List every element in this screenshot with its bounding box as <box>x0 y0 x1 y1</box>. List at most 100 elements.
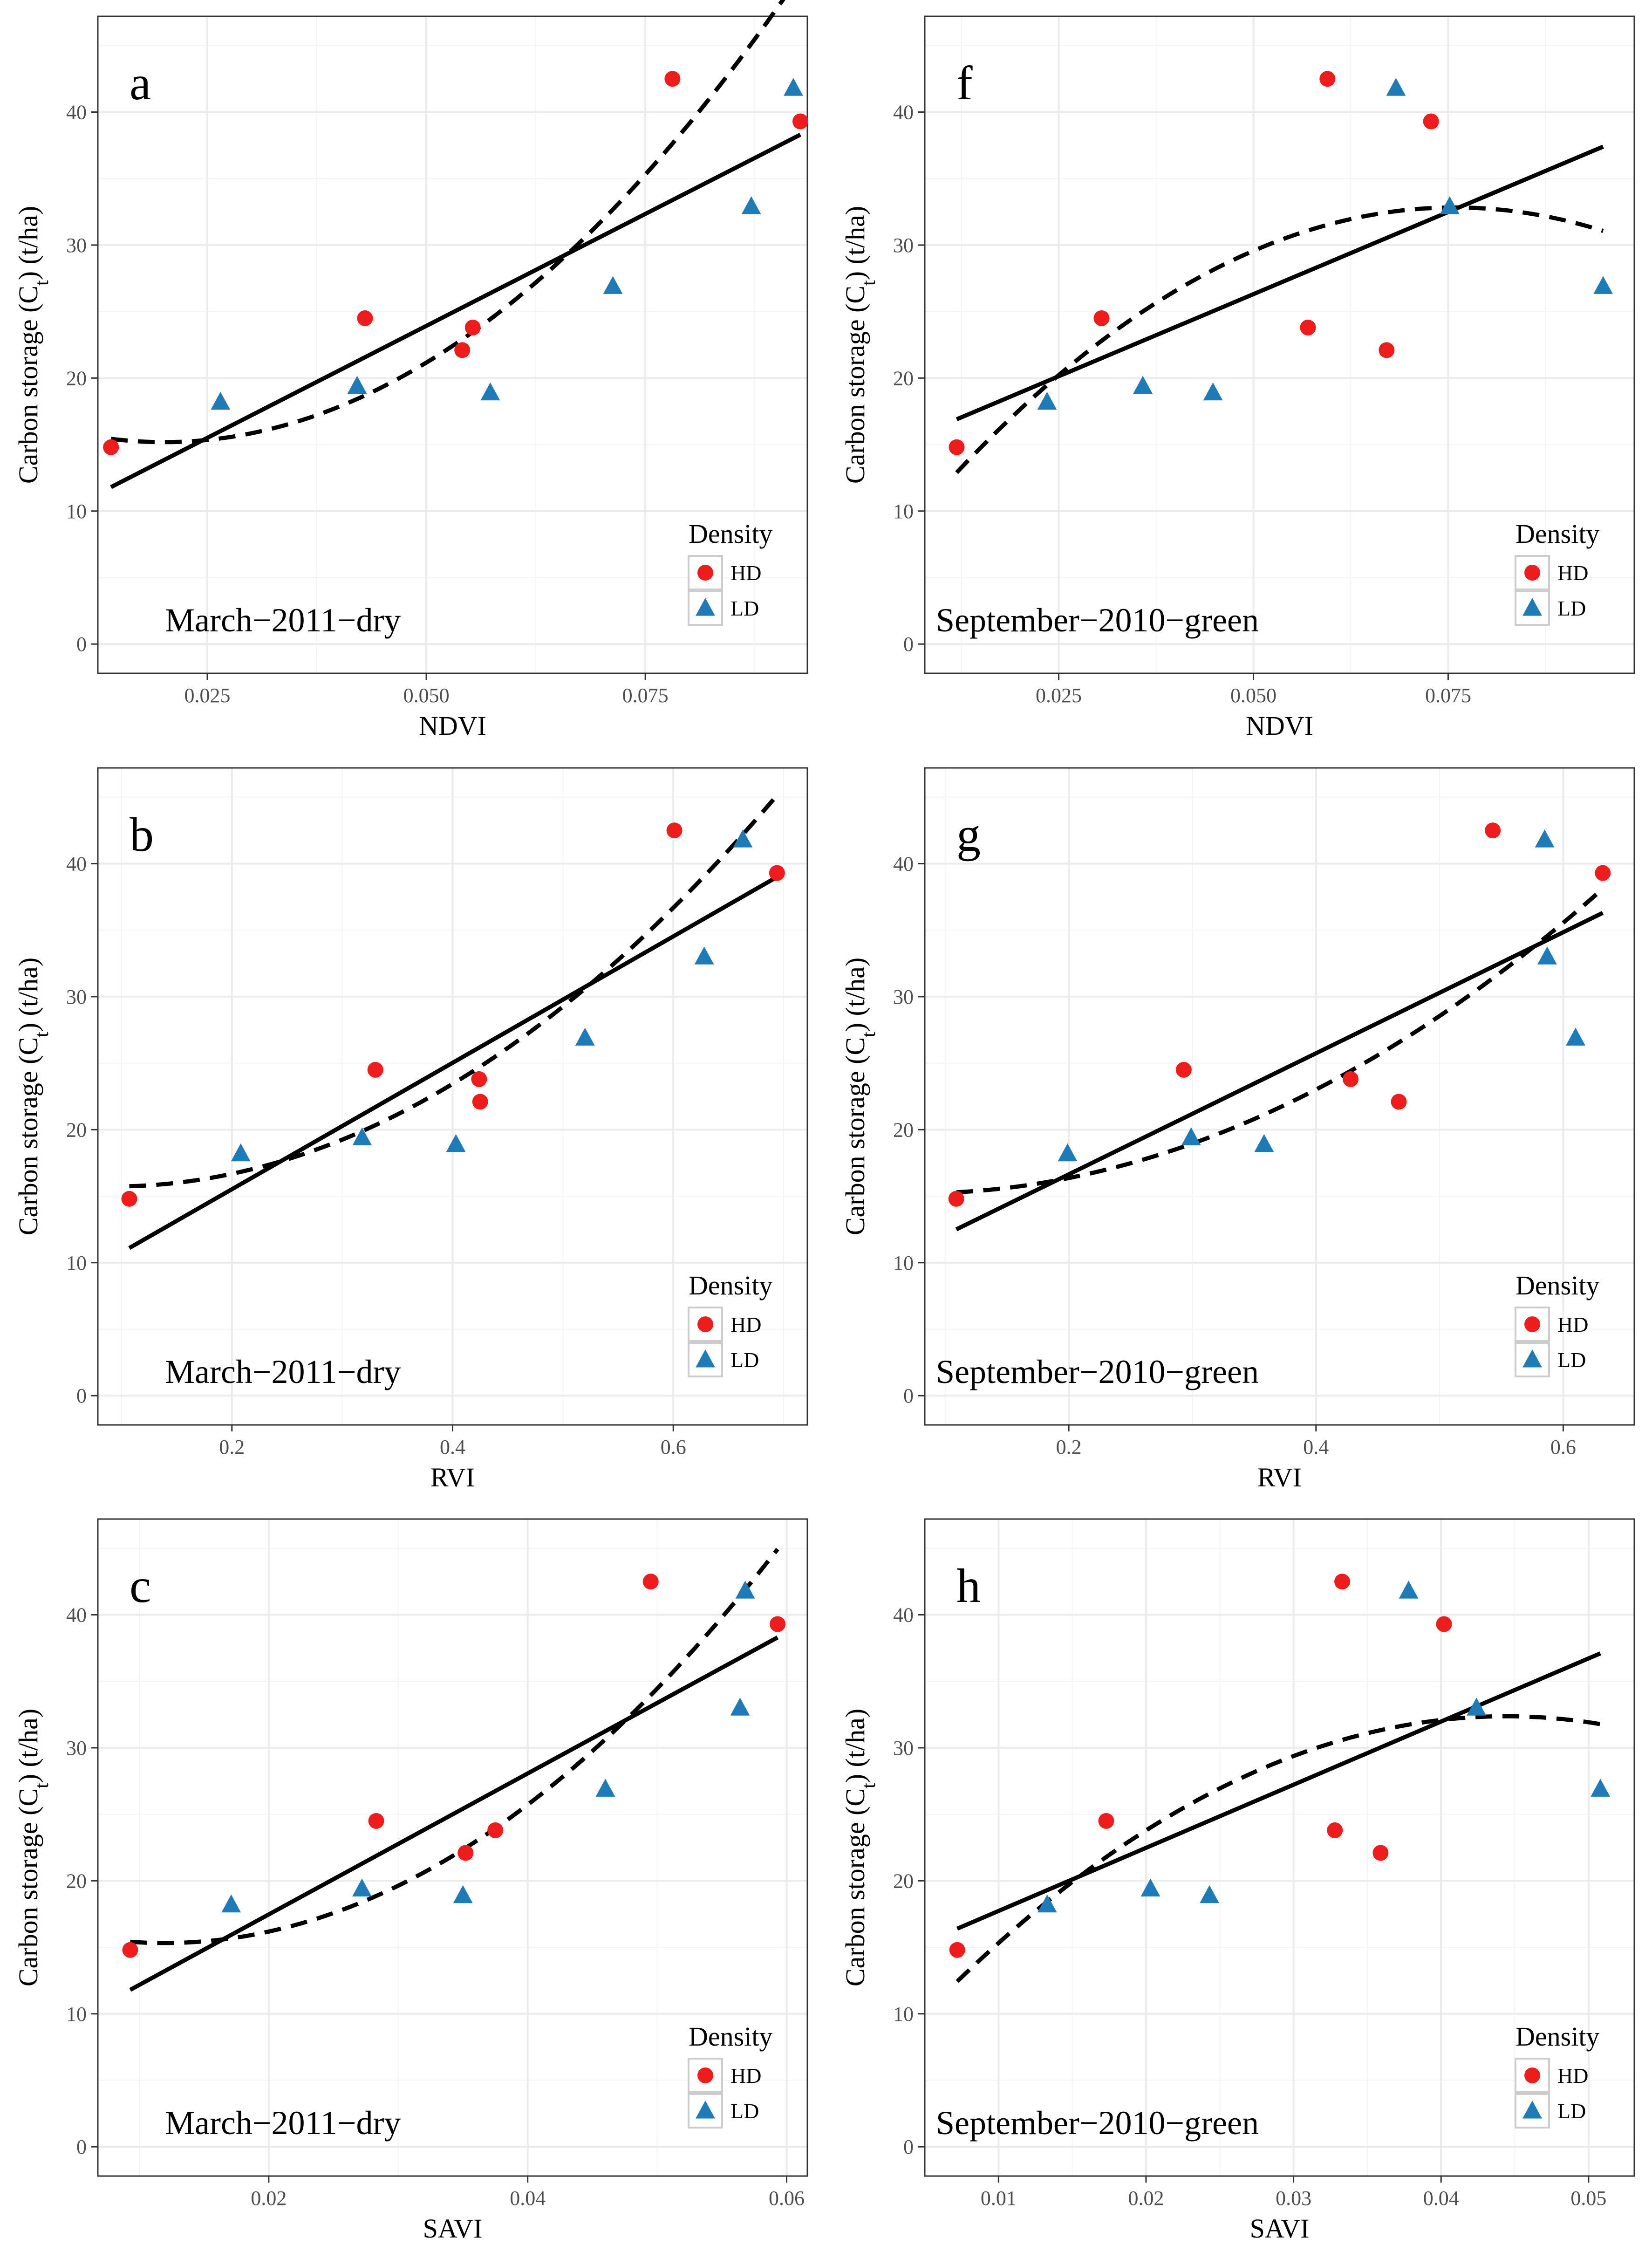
point-ld <box>347 376 367 394</box>
point-ld <box>1181 1127 1201 1145</box>
point-hd <box>487 1822 504 1838</box>
point-ld <box>446 1134 466 1152</box>
legend-title: Density <box>1515 2021 1599 2052</box>
x-axis-title: SAVI <box>1250 2213 1310 2244</box>
season-annotation: September−2010−green <box>936 602 1259 639</box>
y-axis-title: Carbon storage (Ct) (t/ha) <box>13 1709 53 1986</box>
point-hd <box>103 439 119 455</box>
point-hd <box>464 319 481 335</box>
y-tick-label: 40 <box>893 853 914 876</box>
point-ld <box>231 1143 251 1162</box>
x-tick-label: 0.02 <box>1128 2187 1164 2210</box>
legend-key-ld <box>688 2093 723 2129</box>
point-ld <box>1254 1134 1274 1152</box>
polynomial-fit-line <box>129 794 779 1189</box>
y-tick-label: 0 <box>76 2136 87 2158</box>
y-tick-label: 40 <box>66 1604 87 1627</box>
x-tick-label: 0.05 <box>1570 2187 1606 2210</box>
point-ld <box>1467 1698 1487 1716</box>
y-axis-title-subscript: t <box>858 1783 880 1788</box>
season-annotation: March−2011−dry <box>165 1353 401 1390</box>
y-axis-title-end: ) (t/ha) <box>840 206 870 280</box>
linear-fit-line <box>955 911 1604 1232</box>
legend-circle-icon <box>1524 1316 1540 1332</box>
x-tick-label: 0.075 <box>622 684 669 707</box>
y-tick-label: 30 <box>66 234 87 257</box>
legend-label-hd: HD <box>1557 2064 1588 2088</box>
point-ld <box>1140 1878 1160 1896</box>
y-axis-title-main: Carbon storage (C <box>13 286 43 484</box>
y-tick-label: 10 <box>893 1252 914 1274</box>
legend: Density HD LD <box>1515 519 1599 626</box>
y-tick-label: 10 <box>893 500 914 523</box>
season-annotation: September−2010−green <box>936 2104 1259 2142</box>
point-hd <box>1319 71 1336 87</box>
linear-fit-line <box>110 133 802 489</box>
y-tick-label: 30 <box>893 234 914 257</box>
x-tick-label: 0.2 <box>1056 1436 1082 1458</box>
y-axis-title-main: Carbon storage (C <box>840 1037 870 1235</box>
legend-triangle-icon <box>696 1349 715 1368</box>
point-hd <box>121 1191 137 1207</box>
legend: Density HD LD <box>1515 2021 1599 2129</box>
y-axis-title-main: Carbon storage (C <box>13 1788 43 1986</box>
linear-fit-line <box>956 1651 1601 1931</box>
legend-triangle-icon <box>1522 1349 1542 1368</box>
x-tick-label: 0.04 <box>1423 2187 1459 2210</box>
x-tick-label: 0.075 <box>1425 684 1471 707</box>
y-tick-label: 20 <box>66 1118 87 1141</box>
panel-label: c <box>130 1559 151 1613</box>
legend-title: Density <box>689 2021 772 2052</box>
point-hd <box>122 1942 138 1958</box>
y-axis-title-end: ) (t/ha) <box>13 1709 43 1783</box>
x-tick-label: 0.025 <box>1036 684 1082 707</box>
legend-label-hd: HD <box>1557 1313 1588 1336</box>
legend: Density HD LD <box>688 1270 772 1377</box>
y-axis-title: Carbon storage (Ct) (t/ha) <box>840 1709 880 1986</box>
legend-key-hd <box>1515 555 1550 590</box>
point-ld <box>1593 276 1613 294</box>
legend-title: Density <box>689 1270 772 1301</box>
y-axis-title: Carbon storage (Ct) (t/ha) <box>13 958 53 1235</box>
point-ld <box>784 78 803 96</box>
point-ld <box>221 1894 241 1913</box>
point-ld <box>735 1581 755 1599</box>
point-ld <box>1200 1885 1219 1903</box>
y-axis-title-end: ) (t/ha) <box>13 958 43 1032</box>
point-ld <box>480 382 500 401</box>
panel-g: 0.2 0.4 0.6 0 10 20 30 40 RVI Carbon storage (Ct)… <box>840 767 1635 1492</box>
legend-label-ld: LD <box>730 596 759 620</box>
legend-label-hd: HD <box>730 1313 761 1336</box>
season-annotation: September−2010−green <box>936 1353 1259 1390</box>
panel-c: 0.02 0.04 0.06 0 10 20 30 40 SAVI Carbon storage … <box>13 1518 808 2244</box>
legend: Density HD LD <box>688 519 772 626</box>
x-axis-title: SAVI <box>423 2213 483 2244</box>
y-axis-title-subscript: t <box>858 1032 880 1037</box>
legend-circle-icon <box>697 1316 713 1332</box>
polynomial-fit-line <box>130 1547 779 1945</box>
legend-circle-icon <box>1524 565 1540 581</box>
y-axis-title-subscript: t <box>31 280 53 286</box>
y-axis-title-end: ) (t/ha) <box>13 206 43 280</box>
linear-fit-line <box>129 1636 779 1992</box>
y-axis-title-subscript: t <box>31 1032 53 1037</box>
legend-label-ld: LD <box>1557 2099 1586 2123</box>
point-ld <box>595 1779 615 1797</box>
y-axis-title: Carbon storage (Ct) (t/ha) <box>840 206 880 484</box>
plot-frame <box>97 15 808 674</box>
linear-fit-line <box>956 144 1604 421</box>
y-axis-title-subscript: t <box>31 1783 53 1788</box>
y-tick-label: 20 <box>893 367 914 390</box>
point-ld <box>603 276 623 294</box>
y-tick-label: 20 <box>893 1118 914 1141</box>
point-hd <box>1300 319 1316 335</box>
panel-label: a <box>130 56 151 110</box>
panel-label: b <box>130 808 154 862</box>
y-tick-label: 40 <box>893 1604 914 1627</box>
point-ld <box>1037 391 1057 410</box>
x-tick-label: 0.01 <box>981 2187 1017 2210</box>
point-ld <box>1399 1581 1419 1599</box>
legend-triangle-icon <box>1522 2101 1542 2119</box>
panel-label: g <box>956 808 981 862</box>
